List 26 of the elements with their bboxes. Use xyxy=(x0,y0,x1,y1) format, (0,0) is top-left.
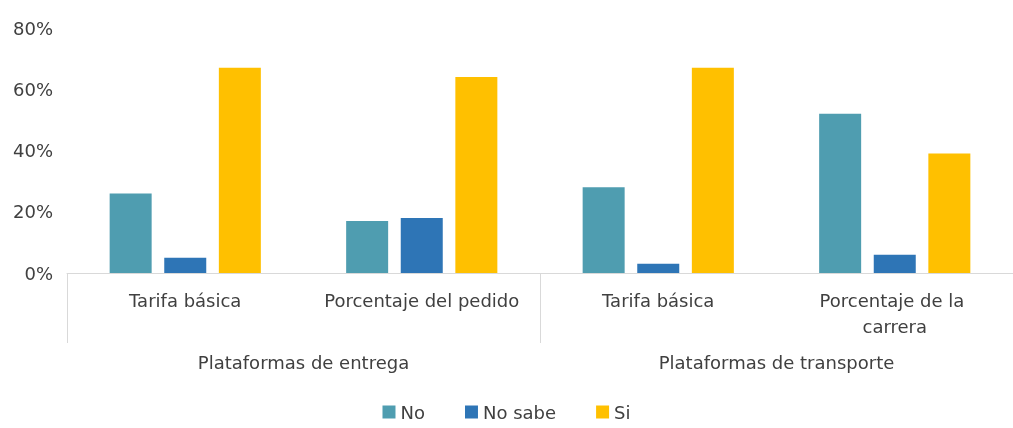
legend-label: No xyxy=(400,401,425,423)
legend-label: No sabe xyxy=(482,401,557,423)
y-tick-label: 80% xyxy=(12,17,53,39)
bar xyxy=(109,193,152,273)
bar xyxy=(582,187,625,273)
bar xyxy=(455,77,498,273)
bar xyxy=(819,113,862,273)
y-tick-label: 60% xyxy=(12,78,53,100)
x-tick-label: Tarifa básica xyxy=(128,289,242,311)
x-tick-label: Porcentaje de la carrera xyxy=(819,289,970,337)
bar xyxy=(691,67,734,273)
bar xyxy=(164,257,207,273)
bar xyxy=(218,67,261,273)
y-tick-label: 0% xyxy=(24,262,53,284)
text: Plataformas de entrega xyxy=(197,351,410,373)
bar xyxy=(928,153,971,273)
bar xyxy=(346,220,389,273)
y-tick-label: 40% xyxy=(12,140,53,161)
bar xyxy=(873,254,916,273)
legend-label: Si xyxy=(614,401,631,423)
bar xyxy=(637,263,680,273)
bar xyxy=(400,217,443,273)
x-tick-label: Porcentaje del pedido xyxy=(324,289,520,311)
text: Plataformas de transporte xyxy=(658,351,895,373)
x-tick-label: Tarifa básica xyxy=(601,289,715,311)
y-tick-label: 20% xyxy=(12,201,53,223)
